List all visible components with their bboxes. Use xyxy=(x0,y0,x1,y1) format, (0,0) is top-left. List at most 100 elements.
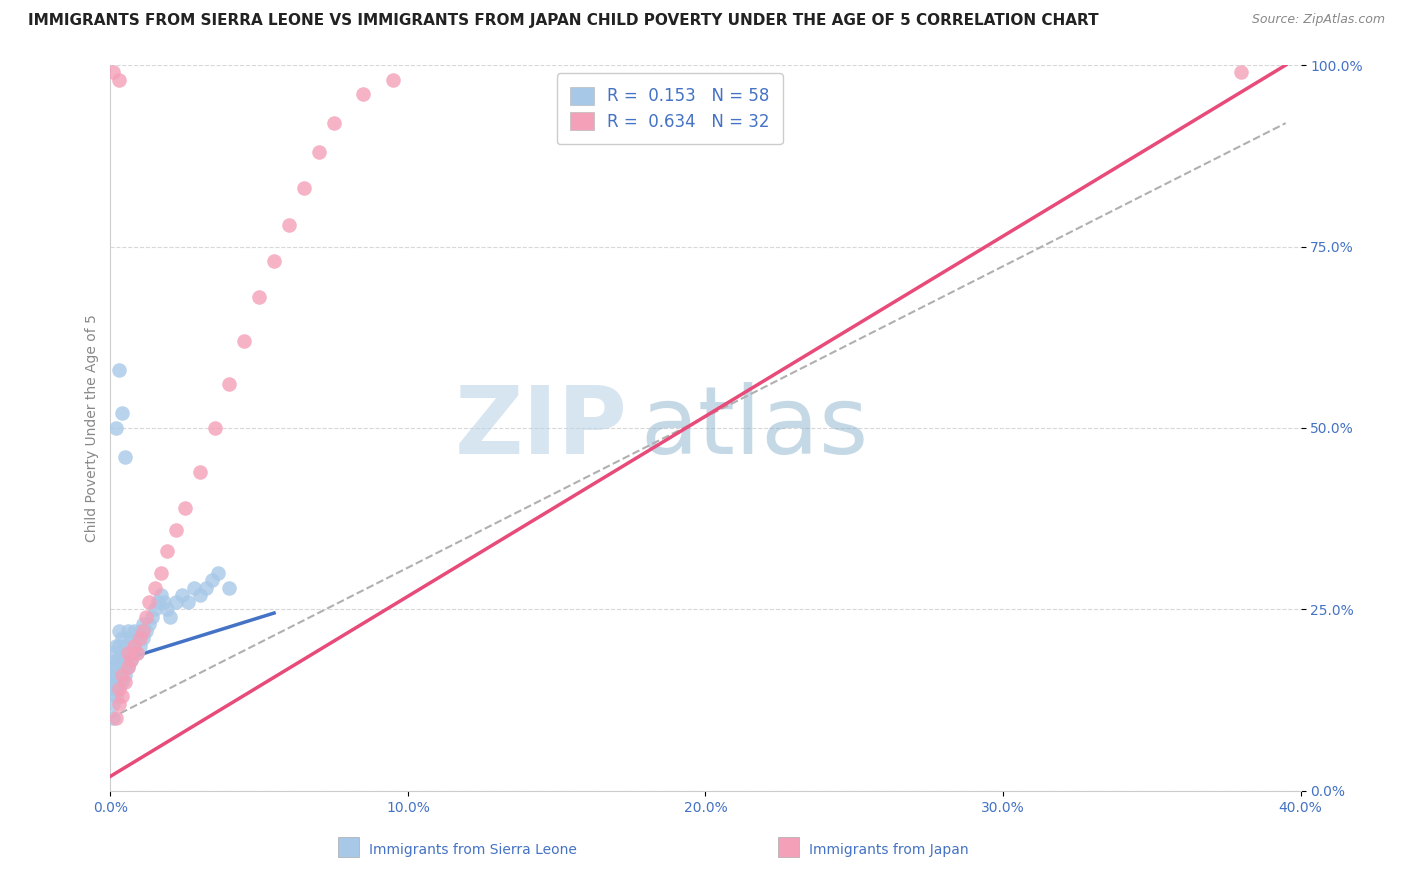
Point xyxy=(183,581,205,595)
Point xyxy=(122,639,145,653)
Text: atlas: atlas xyxy=(640,382,869,474)
Point xyxy=(143,581,166,595)
Point xyxy=(108,653,131,667)
Point xyxy=(204,421,226,435)
Point xyxy=(308,145,330,160)
Point xyxy=(165,595,187,609)
Point xyxy=(103,667,125,681)
Point xyxy=(170,588,193,602)
Point xyxy=(138,595,160,609)
Point xyxy=(218,581,240,595)
Point xyxy=(122,624,145,639)
Point xyxy=(111,667,134,681)
Point xyxy=(129,632,152,646)
Point xyxy=(177,595,200,609)
Point xyxy=(150,588,173,602)
Point xyxy=(111,675,134,690)
Point xyxy=(138,616,160,631)
Legend: R =  0.153   N = 58, R =  0.634   N = 32: R = 0.153 N = 58, R = 0.634 N = 32 xyxy=(557,73,783,145)
Point xyxy=(127,646,149,660)
Point xyxy=(200,574,222,588)
Point xyxy=(105,690,128,704)
Text: Immigrants from Sierra Leone: Immigrants from Sierra Leone xyxy=(368,843,576,856)
Point xyxy=(263,254,285,268)
Point xyxy=(132,624,155,639)
Point xyxy=(129,624,152,639)
Point xyxy=(111,690,134,704)
Point xyxy=(156,602,179,616)
Point xyxy=(207,566,229,581)
Point xyxy=(114,667,136,681)
Point xyxy=(135,624,157,639)
Text: Source: ZipAtlas.com: Source: ZipAtlas.com xyxy=(1251,13,1385,27)
Point xyxy=(108,639,131,653)
Point xyxy=(103,682,125,697)
Point xyxy=(159,609,181,624)
Point xyxy=(114,675,136,690)
Point xyxy=(127,646,149,660)
Point xyxy=(165,523,187,537)
Point xyxy=(352,87,374,102)
Point xyxy=(129,639,152,653)
Point xyxy=(105,682,128,697)
Point xyxy=(127,632,149,646)
Point xyxy=(132,632,155,646)
Point xyxy=(382,72,405,87)
Point xyxy=(153,595,176,609)
Point xyxy=(117,646,139,660)
Point xyxy=(117,624,139,639)
Point xyxy=(117,646,139,660)
Point xyxy=(114,653,136,667)
Point xyxy=(188,465,211,479)
Point xyxy=(156,544,179,558)
Point xyxy=(120,653,142,667)
Point xyxy=(1230,65,1253,79)
Point xyxy=(108,667,131,681)
Point xyxy=(103,660,125,674)
Point xyxy=(135,609,157,624)
Point xyxy=(105,711,128,725)
Point xyxy=(120,632,142,646)
Text: Immigrants from Japan: Immigrants from Japan xyxy=(808,843,969,856)
Point xyxy=(111,646,134,660)
Point xyxy=(132,616,155,631)
Point xyxy=(111,660,134,674)
Point xyxy=(122,639,145,653)
Point xyxy=(103,646,125,660)
Point xyxy=(277,218,299,232)
Point xyxy=(105,667,128,681)
Point xyxy=(120,653,142,667)
Point xyxy=(111,407,134,421)
Point xyxy=(218,377,240,392)
Point xyxy=(105,421,128,435)
Point xyxy=(120,646,142,660)
Point xyxy=(108,682,131,697)
Point xyxy=(108,72,131,87)
Point xyxy=(117,660,139,674)
Point xyxy=(188,588,211,602)
Point xyxy=(233,334,256,348)
Text: ZIP: ZIP xyxy=(456,382,628,474)
Point xyxy=(103,65,125,79)
Point xyxy=(150,566,173,581)
Y-axis label: Child Poverty Under the Age of 5: Child Poverty Under the Age of 5 xyxy=(86,314,100,542)
Point xyxy=(103,711,125,725)
Point xyxy=(108,624,131,639)
Point xyxy=(108,363,131,377)
Point xyxy=(173,500,195,515)
Point xyxy=(105,639,128,653)
Point xyxy=(114,660,136,674)
Point xyxy=(117,660,139,674)
Point xyxy=(108,675,131,690)
Point xyxy=(141,609,163,624)
Point xyxy=(114,639,136,653)
Point xyxy=(146,595,169,609)
Point xyxy=(114,450,136,464)
Point xyxy=(247,290,270,304)
Point xyxy=(103,697,125,711)
Point xyxy=(105,660,128,674)
Point xyxy=(111,632,134,646)
Point xyxy=(292,181,315,195)
Point xyxy=(103,675,125,690)
Point xyxy=(108,697,131,711)
